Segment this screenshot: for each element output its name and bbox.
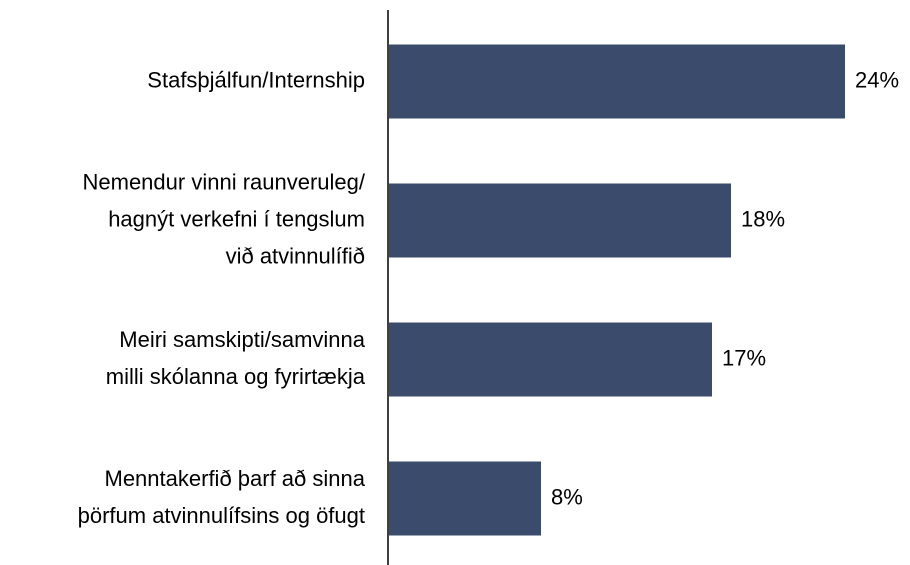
category-label: milli skólanna og fyrirtækja bbox=[106, 364, 366, 389]
bar bbox=[389, 461, 541, 536]
category-label: Stafsþjálfun/Internship bbox=[147, 67, 365, 92]
bar bbox=[389, 44, 845, 119]
category-label: hagnýt verkefni í tengslum bbox=[108, 206, 365, 231]
bar bbox=[389, 322, 712, 397]
value-label: 18% bbox=[741, 206, 785, 231]
category-label: Menntakerfið þarf að sinna bbox=[105, 466, 366, 491]
value-label: 8% bbox=[551, 484, 583, 509]
value-label: 24% bbox=[855, 67, 899, 92]
bar bbox=[389, 183, 731, 258]
category-label: Nemendur vinni raunveruleg/ bbox=[83, 169, 366, 194]
category-label: við atvinnulífið bbox=[226, 243, 365, 268]
category-label: þörfum atvinnulífsins og öfugt bbox=[78, 503, 365, 528]
value-label: 17% bbox=[722, 345, 766, 370]
category-label: Meiri samskipti/samvinna bbox=[119, 327, 365, 352]
